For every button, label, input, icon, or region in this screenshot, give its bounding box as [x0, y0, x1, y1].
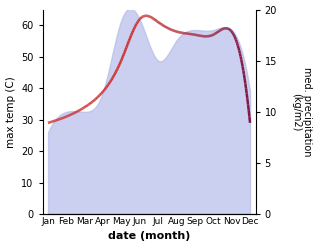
Y-axis label: med. precipitation
(kg/m2): med. precipitation (kg/m2): [291, 67, 313, 157]
X-axis label: date (month): date (month): [108, 231, 190, 242]
Y-axis label: max temp (C): max temp (C): [5, 76, 16, 148]
